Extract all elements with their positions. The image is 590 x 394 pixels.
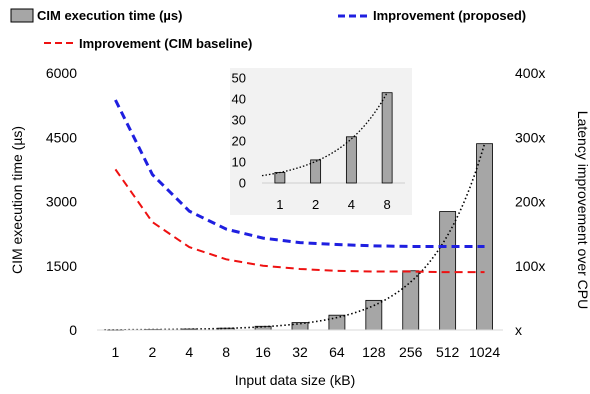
- bar-1024: [476, 143, 493, 331]
- y2-tick-label: x: [515, 322, 522, 338]
- y-tick-label: 3000: [46, 194, 77, 210]
- inset-trendline-path: [261, 92, 388, 177]
- y-tick-label: 6000: [46, 65, 77, 81]
- y-axis-ticks: 0 1500 3000 4500 6000: [46, 65, 77, 338]
- bar-512: [439, 211, 457, 331]
- y-tick-label: 1500: [46, 258, 77, 274]
- inset-x-tick-label: 1: [276, 197, 283, 212]
- legend-label-proposed: Improvement (proposed): [373, 8, 526, 23]
- inset-x-tick-label: 4: [348, 197, 355, 212]
- y-tick-label: 4500: [46, 129, 77, 145]
- x-axis-title: Input data size (kB): [235, 372, 356, 388]
- x-tick-label: 256: [399, 344, 423, 360]
- inset-x-tick-label: 8: [384, 197, 391, 212]
- inset-background: [230, 68, 412, 215]
- line-baseline: [114, 168, 485, 274]
- legend: CIM execution time (µs) Improvement (pro…: [10, 8, 526, 51]
- inset-bar-1: [274, 172, 286, 184]
- legend-label-baseline: Improvement (CIM baseline): [79, 36, 252, 51]
- x-tick-label: 64: [329, 344, 345, 360]
- inset-bar-series: [274, 92, 393, 184]
- inset-x-tick-label: 2: [312, 197, 319, 212]
- inset-y-tick-label: 50: [232, 71, 246, 86]
- inset-x-axis-ticks: 1 2 4 8: [276, 197, 390, 212]
- legend-label-bars: CIM execution time (µs): [37, 8, 182, 23]
- line-series: [114, 99, 485, 274]
- y2-tick-label: 300x: [515, 129, 545, 145]
- inset-y-tick-label: 10: [232, 155, 246, 170]
- x-tick-label: 128: [362, 344, 386, 360]
- inset-y-axis-ticks: 0 10 20 30 40 50: [232, 71, 246, 191]
- x-tick-label: 4: [185, 344, 193, 360]
- y2-tick-label: 400x: [515, 65, 545, 81]
- y2-axis-ticks: x 100x 200x 300x 400x: [515, 65, 545, 338]
- line-proposed: [114, 99, 485, 248]
- y-axis-title: CIM execution time (µs): [9, 126, 25, 274]
- y-tick-label: 0: [69, 322, 77, 338]
- x-tick-label: 512: [436, 344, 460, 360]
- inset-y-tick-label: 20: [232, 134, 246, 149]
- y2-axis-title: Latency improvement over CPU: [575, 111, 590, 309]
- y2-tick-label: 100x: [515, 258, 545, 274]
- inset-y-tick-label: 30: [232, 113, 246, 128]
- inset-bar-2: [310, 159, 322, 184]
- inset-bar-8: [381, 92, 393, 184]
- x-tick-label: 1: [112, 344, 120, 360]
- inset-trendline: [261, 92, 388, 177]
- inset-chart: 0 10 20 30 40 50 1 2 4 8: [230, 68, 412, 215]
- inset-y-tick-label: 40: [232, 92, 246, 107]
- x-tick-label: 8: [222, 344, 230, 360]
- bar-256: [402, 270, 420, 331]
- x-tick-label: 1024: [469, 344, 500, 360]
- inset-y-tick-label: 0: [239, 176, 246, 191]
- x-tick-label: 16: [255, 344, 271, 360]
- x-tick-label: 2: [148, 344, 156, 360]
- y2-tick-label: 200x: [515, 194, 545, 210]
- x-tick-label: 32: [292, 344, 308, 360]
- x-axis-ticks: 1 2 4 8 16 32 64 128 256 512 1024: [112, 344, 501, 360]
- inset-bar-4: [345, 136, 357, 184]
- legend-swatch-bars: [10, 8, 34, 23]
